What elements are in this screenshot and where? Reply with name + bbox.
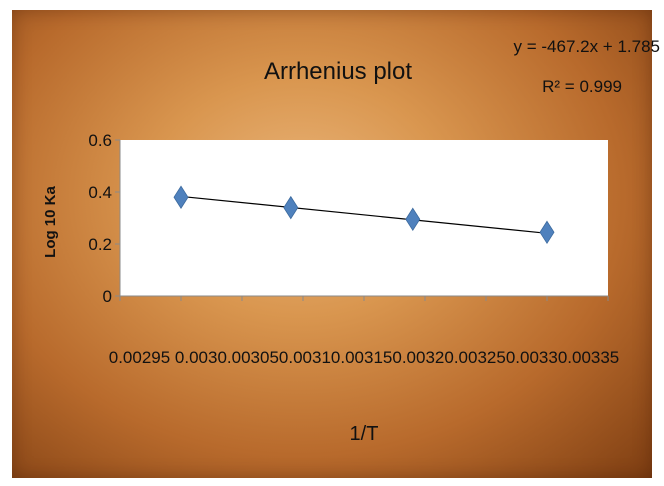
- y-tick-label: 0.2: [88, 235, 112, 254]
- y-tick-label: 0.4: [88, 183, 112, 202]
- y-tick-label: 0: [103, 287, 112, 306]
- x-tick-labels: 0.00295 0.0030.003050.00310.003150.00320…: [109, 348, 620, 367]
- trendline-r-squared: R² = 0.999: [542, 77, 622, 96]
- x-tick-label: 0.0032: [392, 348, 444, 367]
- x-tick-label: 0.00305: [217, 348, 278, 367]
- x-tick-label: 0.00315: [331, 348, 392, 367]
- plot-area: [120, 140, 608, 296]
- trendline-equation: y = -467.2x + 1.785: [514, 37, 661, 56]
- chart-title: Arrhenius plot: [264, 58, 412, 85]
- y-axis-label: Log 10 Ka: [42, 186, 59, 258]
- data-point: [283, 195, 299, 220]
- trendline: [180, 195, 548, 234]
- x-axis-ticks: 0.00295 0.0030.003050.00310.003150.00320…: [109, 296, 620, 367]
- x-tick-label: 0.00295: [109, 348, 170, 367]
- x-tick-label: 0.00335: [558, 348, 619, 367]
- x-tick-label: 0.0033: [506, 348, 558, 367]
- data-point: [539, 220, 555, 245]
- x-tick-label: 0.0031: [279, 348, 331, 367]
- x-axis-label: 1/T: [350, 423, 379, 445]
- x-tick-label: 0.00325: [444, 348, 505, 367]
- data-point: [405, 207, 421, 232]
- data-point: [173, 185, 189, 209]
- y-tick-label: 0.6: [88, 131, 112, 150]
- data-points: [173, 185, 555, 245]
- y-axis-ticks: 0 0.2 0.4 0.6: [88, 131, 120, 306]
- trendline-group: [180, 195, 548, 234]
- x-tick-label: 0.003: [170, 348, 217, 367]
